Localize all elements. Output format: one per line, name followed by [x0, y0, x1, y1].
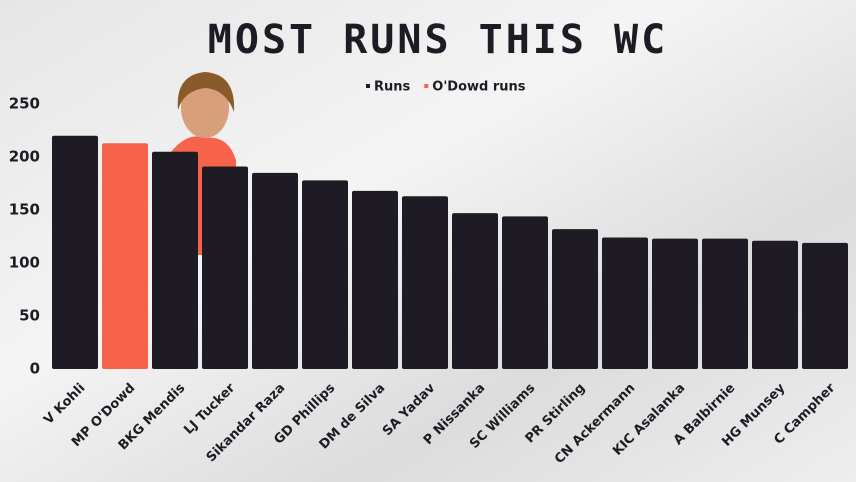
bar — [602, 237, 648, 369]
y-tick-label: 200 — [9, 148, 40, 166]
bar — [302, 180, 348, 369]
bar — [552, 229, 598, 369]
bar — [752, 240, 798, 369]
bar — [152, 151, 198, 369]
bar — [452, 213, 498, 369]
bar — [102, 143, 148, 369]
y-tick-label: 250 — [9, 95, 40, 113]
bar — [52, 135, 98, 369]
bar — [702, 238, 748, 369]
bar — [502, 216, 548, 369]
legend-swatch — [424, 84, 429, 88]
chart-title: MOST RUNS THIS WC — [208, 17, 668, 63]
legend-swatch — [366, 84, 370, 88]
legend-label: Runs — [374, 80, 411, 95]
y-tick-label: 100 — [9, 254, 40, 272]
bar — [652, 238, 698, 369]
bar — [802, 242, 848, 369]
y-tick-label: 0 — [30, 360, 40, 378]
y-tick-label: 50 — [19, 307, 40, 325]
bar — [352, 190, 398, 369]
bar — [202, 166, 248, 369]
bar — [252, 172, 298, 369]
y-tick-label: 150 — [9, 201, 40, 219]
bar — [402, 196, 448, 369]
legend-label: O'Dowd runs — [432, 80, 526, 95]
